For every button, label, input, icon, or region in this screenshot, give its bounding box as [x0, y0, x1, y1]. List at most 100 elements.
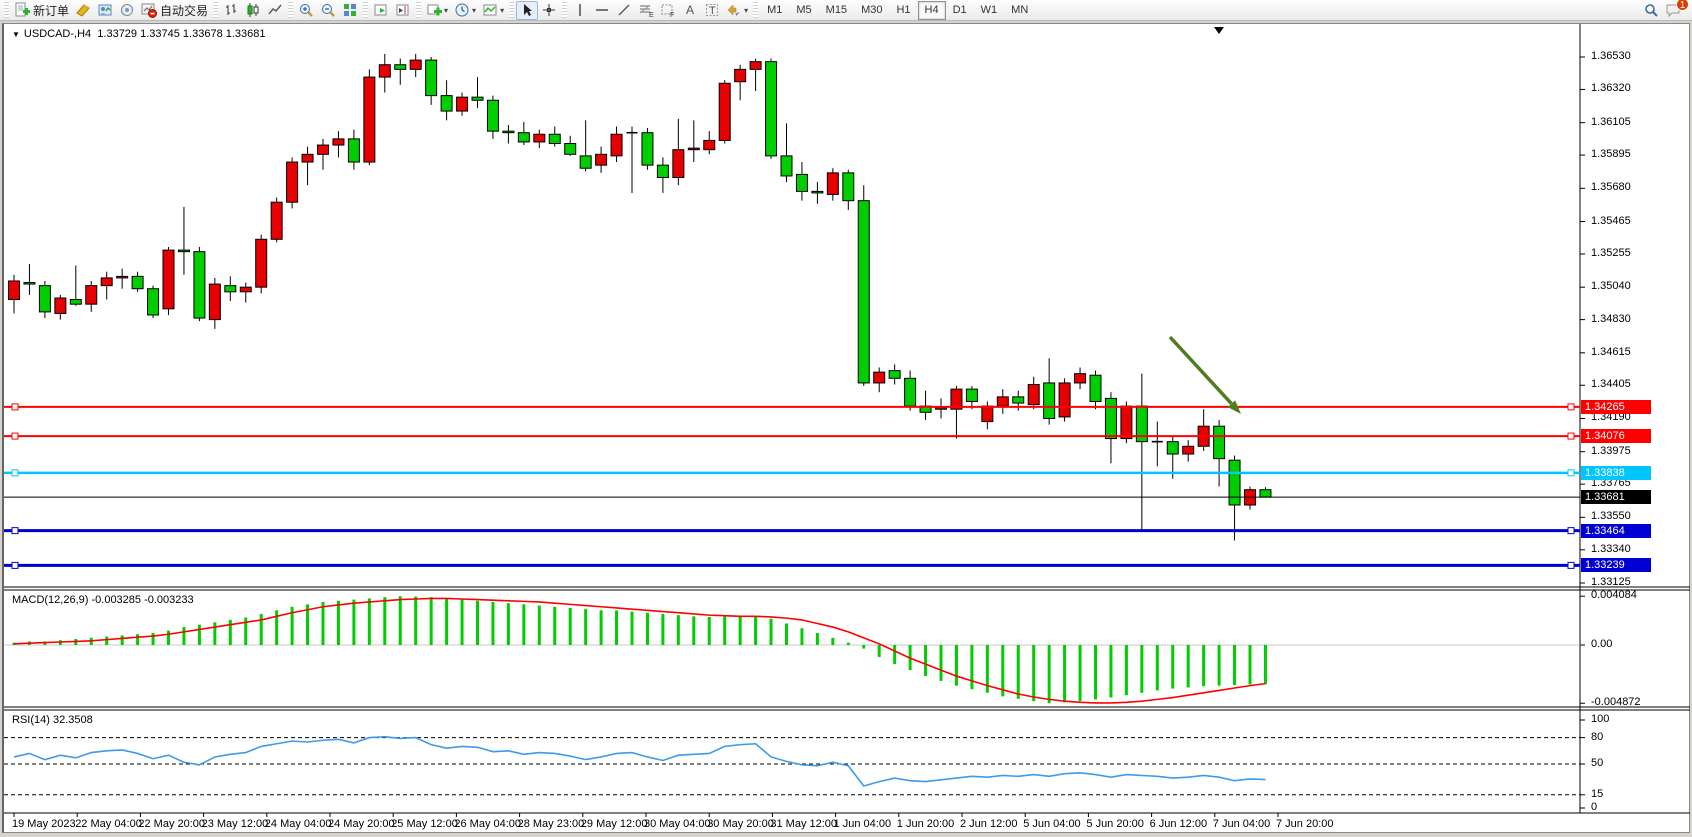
macd-histogram-bar: [1202, 645, 1206, 687]
candle-body: [641, 132, 654, 166]
candle-body: [749, 61, 762, 70]
macd-histogram-bar: [213, 622, 217, 645]
horizontal-line-tool-button[interactable]: [591, 1, 613, 20]
rsi-line: [13, 735, 1266, 787]
cursor-tool-button[interactable]: [516, 0, 539, 20]
vertical-line-tool-button[interactable]: [569, 1, 591, 20]
candle-body: [394, 64, 407, 70]
navigator-button[interactable]: [116, 1, 138, 20]
candle-body: [1012, 396, 1025, 404]
dropdown-caret: ▾: [744, 5, 749, 15]
candle-body: [147, 288, 160, 316]
macd-histogram-bar: [877, 645, 881, 657]
autotrading-label: 自动交易: [160, 3, 209, 18]
macd-histogram-bar: [846, 642, 850, 645]
line-handle: [1567, 403, 1575, 411]
macd-histogram-bar: [321, 601, 325, 645]
candle-body: [873, 371, 886, 384]
timeframe-button-m1[interactable]: M1: [767, 4, 783, 16]
bar-chart-icon: [226, 4, 237, 15]
timeframe-button-mn[interactable]: MN: [1011, 4, 1029, 16]
tile-windows-button[interactable]: [339, 1, 361, 20]
macd-histogram-bar: [522, 604, 526, 645]
search-button[interactable]: [1640, 1, 1662, 20]
chart-shift-button[interactable]: [392, 1, 414, 20]
candle-body: [610, 133, 623, 157]
vertical-line-icon: [579, 4, 581, 16]
timeframe-button-d1[interactable]: D1: [952, 4, 967, 16]
templates-icon: [483, 4, 497, 16]
candle-body: [116, 275, 129, 279]
candle-body: [54, 297, 67, 314]
macd-histogram-bar: [167, 630, 170, 645]
text-label-tool-button[interactable]: T: [701, 1, 723, 20]
timeframe-button-m15[interactable]: M15: [825, 4, 848, 16]
notifications-button[interactable]: 1: [1662, 0, 1689, 20]
toolbar-grip[interactable]: [288, 2, 294, 18]
price-chart-svg: [4, 24, 1690, 817]
macd-histogram-bar: [1094, 645, 1097, 700]
toolbar-grip[interactable]: [753, 2, 759, 18]
chart-title: ▼ USDCAD-,H4 1.33729 1.33745 1.33678 1.33…: [12, 28, 266, 40]
candle-body: [826, 172, 839, 195]
line-handle: [1567, 469, 1575, 477]
macd-histogram-bar: [1032, 645, 1036, 702]
candle-body: [904, 377, 917, 407]
chart-wizard-button[interactable]: [72, 1, 94, 20]
candle-body: [579, 155, 592, 169]
crosshair-tool-button[interactable]: [538, 1, 560, 20]
candlestick-mode-button[interactable]: [242, 1, 264, 20]
toolbar-grip[interactable]: [363, 2, 369, 18]
periods-button[interactable]: ▾: [451, 1, 479, 20]
macd-histogram-bar: [367, 598, 371, 645]
macd-histogram-bar: [692, 616, 696, 645]
candle-body: [301, 153, 314, 163]
line-handle: [11, 561, 19, 569]
candle-body: [1027, 383, 1040, 406]
indicators-button[interactable]: ▾: [423, 1, 451, 20]
timeframe-button-h1[interactable]: H1: [896, 4, 911, 16]
macd-histogram-bar: [197, 624, 201, 645]
macd-histogram-bar: [476, 600, 479, 645]
candle-body: [363, 76, 376, 163]
toolbar-grip[interactable]: [213, 2, 219, 18]
timeframe-button-m30[interactable]: M30: [861, 4, 883, 16]
arrows-tool-button[interactable]: ▾: [723, 1, 751, 20]
macd-histogram-bar: [290, 606, 294, 645]
auto-scroll-button[interactable]: [370, 1, 392, 20]
timeframe-button-m5[interactable]: M5: [796, 4, 812, 16]
macd-histogram-bar: [1063, 645, 1067, 703]
chart-canvas[interactable]: [4, 24, 1690, 832]
trend-arrow-annotation[interactable]: [1168, 335, 1233, 405]
toolbar-grip[interactable]: [562, 2, 568, 18]
autotrading-button[interactable]: 自动交易: [138, 1, 211, 20]
shift-end-marker: [1214, 27, 1224, 34]
candle-body: [409, 59, 422, 70]
fibonacci-tool-button[interactable]: E: [635, 1, 657, 20]
new-order-button[interactable]: 新订单: [11, 1, 72, 20]
macd-histogram-bar: [228, 619, 232, 645]
fibo-channel-tool-button[interactable]: F: [657, 1, 679, 20]
market-watch-button[interactable]: [94, 1, 116, 20]
bar-chart-mode-button[interactable]: [220, 1, 242, 20]
toolbar-grip[interactable]: [509, 2, 515, 18]
zoom-out-button[interactable]: [317, 1, 339, 20]
timeframe-group: M1 M5 M15 M30 H1 H4 D1 W1 MN: [760, 0, 1035, 20]
trendline-tool-button[interactable]: [613, 1, 635, 20]
text-tool-button[interactable]: A: [679, 1, 701, 20]
macd-histogram-bar: [893, 645, 897, 665]
macd-histogram-bar: [1248, 645, 1252, 685]
line-chart-mode-button[interactable]: [264, 1, 286, 20]
chart-menu-triangle-icon[interactable]: ▼: [12, 30, 20, 39]
templates-button[interactable]: ▾: [479, 1, 507, 20]
toolbar-grip[interactable]: [416, 2, 422, 18]
timeframe-button-w1[interactable]: W1: [980, 4, 998, 16]
macd-histogram-bar: [769, 618, 773, 645]
toolbar-grip[interactable]: [4, 2, 9, 18]
macd-histogram-bar: [584, 609, 588, 645]
zoom-in-button[interactable]: [295, 1, 317, 20]
line-handle: [1567, 527, 1575, 535]
candle-body: [965, 388, 978, 402]
line-handle: [11, 432, 19, 440]
timeframe-button-h4[interactable]: H4: [917, 0, 946, 20]
